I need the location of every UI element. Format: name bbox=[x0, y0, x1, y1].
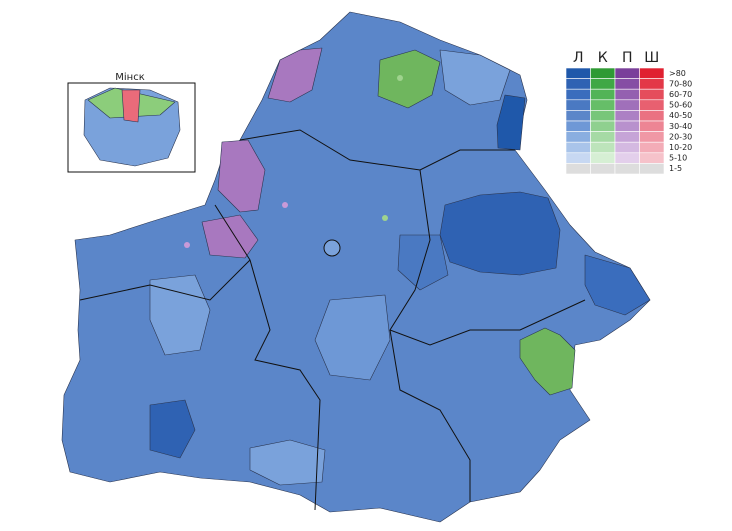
oblast-border bbox=[79, 259, 251, 301]
legend-swatch bbox=[614, 78, 640, 90]
oblast-border bbox=[239, 129, 515, 171]
legend-swatch bbox=[590, 67, 616, 79]
legend-swatch bbox=[590, 88, 616, 101]
legend-range-label: 40-50 bbox=[669, 111, 692, 120]
legend-swatch bbox=[565, 88, 591, 101]
legend-range-label: 50-60 bbox=[669, 101, 692, 110]
legend-swatch bbox=[639, 120, 665, 132]
legend-swatch bbox=[565, 78, 591, 90]
legend-swatch bbox=[614, 120, 640, 132]
marker bbox=[397, 75, 403, 81]
legend-swatch bbox=[639, 163, 665, 175]
region bbox=[496, 94, 526, 151]
legend-swatch bbox=[590, 120, 616, 132]
legend-swatch bbox=[565, 131, 591, 143]
legend-range-label: 20-30 bbox=[669, 132, 692, 141]
region bbox=[439, 191, 561, 276]
inset-district bbox=[121, 89, 141, 123]
oblast-border bbox=[389, 169, 586, 346]
legend-swatch bbox=[590, 141, 616, 154]
inset-title: Мінск bbox=[115, 71, 144, 83]
legend-swatch bbox=[614, 67, 640, 79]
legend-swatch bbox=[565, 110, 591, 122]
legend-swatch bbox=[614, 163, 640, 175]
legend-swatch bbox=[639, 88, 665, 101]
region bbox=[149, 274, 211, 356]
region bbox=[377, 49, 441, 109]
legend-range-label: 60-70 bbox=[669, 90, 692, 99]
region bbox=[584, 254, 651, 316]
legend-swatch bbox=[590, 110, 616, 122]
legend-swatch bbox=[590, 78, 616, 90]
legend-swatch bbox=[614, 99, 640, 111]
legend-swatch bbox=[614, 152, 640, 164]
legend-swatch bbox=[639, 152, 665, 164]
legend-range-label: 5-10 bbox=[669, 154, 687, 163]
oblast-border bbox=[389, 329, 471, 502]
legend-swatch bbox=[565, 163, 591, 175]
region bbox=[314, 294, 391, 381]
marker bbox=[382, 215, 388, 221]
marker bbox=[184, 242, 190, 248]
legend-swatch bbox=[614, 110, 640, 122]
region bbox=[439, 49, 511, 106]
legend-swatch bbox=[639, 99, 665, 111]
legend-swatch bbox=[565, 152, 591, 164]
region bbox=[201, 214, 259, 259]
legend-swatch bbox=[590, 131, 616, 143]
legend-range-label: >80 bbox=[669, 69, 686, 78]
legend-column-header: П bbox=[622, 50, 633, 66]
region bbox=[149, 399, 196, 459]
region bbox=[267, 47, 323, 103]
legend-column-header: К bbox=[598, 50, 608, 66]
legend-swatch bbox=[565, 141, 591, 154]
region bbox=[217, 139, 266, 213]
legend-swatch bbox=[614, 88, 640, 101]
legend-swatch bbox=[565, 99, 591, 111]
legend-swatch bbox=[565, 67, 591, 79]
region bbox=[249, 439, 326, 486]
legend-range-label: 70-80 bbox=[669, 79, 692, 88]
legend-column-header: Ш bbox=[644, 50, 659, 66]
legend-swatch bbox=[639, 131, 665, 143]
legend-swatch bbox=[590, 163, 616, 175]
legend-swatch bbox=[590, 152, 616, 164]
legend-swatch bbox=[639, 141, 665, 154]
legend-swatch bbox=[639, 67, 665, 79]
region bbox=[519, 327, 576, 396]
minsk bbox=[323, 239, 341, 257]
marker bbox=[282, 202, 288, 208]
legend-range-label: 1-5 bbox=[669, 164, 682, 173]
legend-column-header: Л bbox=[573, 50, 584, 66]
legend-swatch bbox=[639, 78, 665, 90]
legend-swatch bbox=[590, 99, 616, 111]
legend-swatch bbox=[614, 131, 640, 143]
legend-swatch bbox=[614, 141, 640, 154]
legend-swatch bbox=[565, 120, 591, 132]
legend-range-label: 30-40 bbox=[669, 122, 692, 131]
inset: Мінск bbox=[67, 71, 196, 173]
legend-swatch bbox=[639, 110, 665, 122]
country bbox=[61, 11, 651, 523]
legend-range-label: 10-20 bbox=[669, 143, 692, 152]
